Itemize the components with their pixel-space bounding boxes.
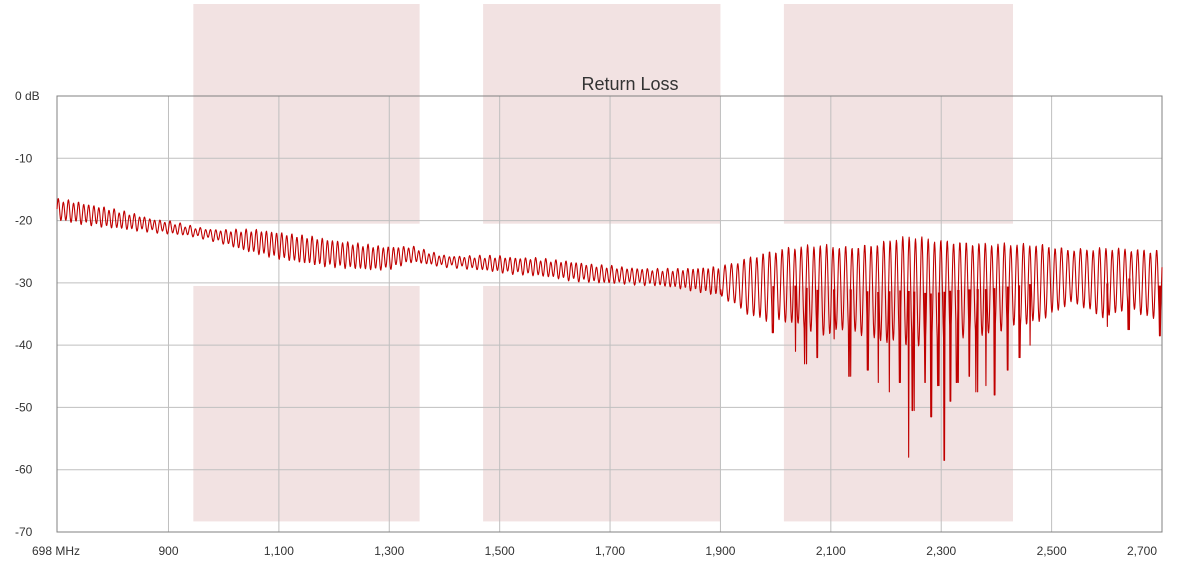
x-tick-label: 1,300 bbox=[374, 544, 404, 558]
y-tick-label: -40 bbox=[15, 338, 33, 352]
x-tick-label: 2,700 bbox=[1127, 544, 1157, 558]
x-tick-label: 2,500 bbox=[1037, 544, 1067, 558]
y-tick-label: -10 bbox=[15, 151, 33, 165]
x-tick-label: 1,100 bbox=[264, 544, 294, 558]
y-tick-label: -30 bbox=[15, 276, 33, 290]
band-lower-1 bbox=[193, 285, 420, 522]
band-upper-2 bbox=[483, 4, 721, 224]
y-tick-label: -60 bbox=[15, 463, 33, 477]
x-tick-label: 1,700 bbox=[595, 544, 625, 558]
x-axis-tick-labels: 698 MHz 900 1,100 1,300 1,500 1,700 1,900 2,100… bbox=[32, 544, 1157, 558]
band-upper-1 bbox=[193, 4, 420, 224]
frequency-band-shading bbox=[193, 4, 1013, 522]
x-tick-label: 1,500 bbox=[485, 544, 515, 558]
y-tick-label: -20 bbox=[15, 214, 33, 228]
plot-frame bbox=[56, 95, 1163, 533]
x-tick-label: 2,300 bbox=[926, 544, 956, 558]
band-upper-3 bbox=[783, 4, 1013, 224]
y-tick-label: -50 bbox=[15, 400, 33, 414]
x-tick-label: 1,900 bbox=[705, 544, 735, 558]
y-tick-label: -70 bbox=[15, 525, 33, 539]
x-tick-label: 900 bbox=[158, 544, 178, 558]
series-layer bbox=[56, 198, 1163, 461]
x-tick-label: 698 MHz bbox=[32, 544, 80, 558]
x-tick-label: 2,100 bbox=[816, 544, 846, 558]
chart-title: Return Loss bbox=[581, 74, 678, 94]
y-tick-label: 0 dB bbox=[15, 89, 40, 103]
series-line-1 bbox=[56, 198, 1163, 461]
y-axis-tick-labels: 0 dB -10 -20 -30 -40 -50 -60 -70 bbox=[15, 89, 40, 539]
band-lower-2 bbox=[483, 285, 721, 522]
